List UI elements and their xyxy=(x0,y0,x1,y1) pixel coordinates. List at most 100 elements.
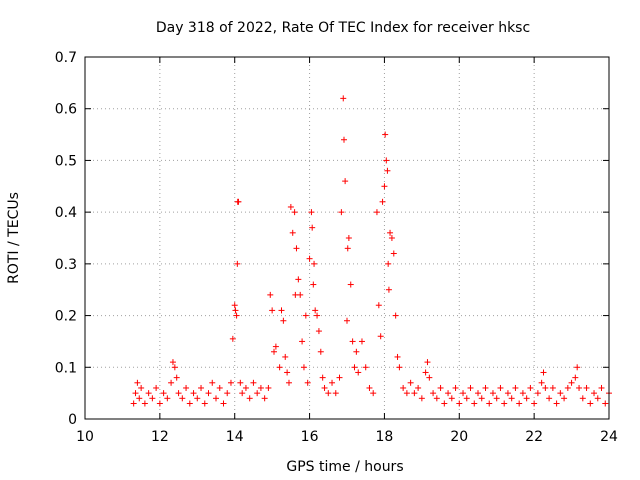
data-point xyxy=(175,390,182,397)
data-point xyxy=(456,400,463,407)
data-point xyxy=(542,384,549,391)
data-point xyxy=(338,209,345,216)
data-point xyxy=(282,353,289,360)
data-point xyxy=(173,374,180,381)
y-tick-label: 0.6 xyxy=(55,102,77,118)
data-point xyxy=(190,390,197,397)
data-point xyxy=(344,245,351,252)
data-point xyxy=(489,390,496,397)
data-point xyxy=(276,364,283,371)
data-point xyxy=(336,374,343,381)
data-point xyxy=(493,395,500,402)
data-point xyxy=(300,364,307,371)
data-point xyxy=(602,400,609,407)
data-point xyxy=(156,400,163,407)
data-point xyxy=(385,286,392,293)
data-point xyxy=(366,384,373,391)
data-point xyxy=(486,400,493,407)
data-point xyxy=(269,307,276,314)
data-point xyxy=(299,338,306,345)
y-tick-label: 0.1 xyxy=(55,360,77,376)
data-point xyxy=(390,250,397,257)
y-tick-label: 0 xyxy=(68,412,77,428)
x-tick-label: 22 xyxy=(525,429,543,445)
data-point xyxy=(497,384,504,391)
data-point xyxy=(141,400,148,407)
data-point xyxy=(383,157,390,164)
data-point xyxy=(293,245,300,252)
data-point xyxy=(347,281,354,288)
data-point xyxy=(205,390,212,397)
data-point xyxy=(534,390,541,397)
data-point xyxy=(153,384,160,391)
data-point xyxy=(381,183,388,190)
data-point xyxy=(168,379,175,386)
data-point xyxy=(315,328,322,335)
data-point xyxy=(501,400,508,407)
data-point xyxy=(482,384,489,391)
data-point xyxy=(576,384,583,391)
data-point xyxy=(233,312,240,319)
data-point xyxy=(445,390,452,397)
data-point xyxy=(272,343,279,350)
data-point xyxy=(344,317,350,324)
data-point xyxy=(531,400,538,407)
data-point xyxy=(594,395,601,402)
y-axis-label: ROTI / TECUs xyxy=(6,192,22,284)
data-point xyxy=(418,395,425,402)
data-point xyxy=(229,335,236,342)
data-point xyxy=(289,229,296,236)
data-point xyxy=(234,260,241,267)
data-point xyxy=(321,384,328,391)
data-point xyxy=(527,384,534,391)
data-point xyxy=(280,317,287,324)
data-point xyxy=(160,390,167,397)
data-point xyxy=(433,395,440,402)
data-point xyxy=(392,312,399,319)
data-point xyxy=(463,395,470,402)
data-point xyxy=(231,302,238,309)
data-point xyxy=(382,131,389,138)
data-point xyxy=(475,390,481,397)
data-point xyxy=(553,400,560,407)
data-point xyxy=(171,364,178,371)
data-point xyxy=(309,224,316,231)
data-point xyxy=(564,384,571,391)
data-point xyxy=(353,348,360,355)
data-point xyxy=(471,400,478,407)
data-point xyxy=(306,255,313,262)
data-point xyxy=(394,353,401,360)
x-axis-label: GPS time / hours xyxy=(286,459,403,475)
data-point xyxy=(285,379,292,386)
data-point xyxy=(478,395,485,402)
data-point xyxy=(239,390,246,397)
y-tick-label: 0.5 xyxy=(55,153,77,169)
data-point xyxy=(396,364,403,371)
data-point xyxy=(351,364,358,371)
data-point xyxy=(224,390,231,397)
data-point xyxy=(134,379,141,386)
data-point xyxy=(332,390,339,397)
data-point xyxy=(349,338,356,345)
data-point xyxy=(329,379,336,386)
data-point xyxy=(516,400,523,407)
data-point xyxy=(312,307,319,314)
data-point xyxy=(375,302,382,309)
data-point xyxy=(387,229,394,236)
data-point xyxy=(242,384,249,391)
data-point xyxy=(325,390,332,397)
data-point xyxy=(504,390,511,397)
data-point xyxy=(403,390,410,397)
data-point xyxy=(342,178,349,185)
plot-frame xyxy=(84,56,610,420)
data-point xyxy=(415,384,422,391)
y-tick-label: 0.2 xyxy=(55,309,77,325)
data-point xyxy=(508,395,515,402)
data-point xyxy=(246,395,253,402)
data-point xyxy=(538,379,545,386)
data-point xyxy=(278,307,285,314)
data-point xyxy=(308,209,315,216)
x-tick-label: 16 xyxy=(301,429,319,445)
data-point xyxy=(345,235,352,241)
data-point xyxy=(284,369,291,376)
